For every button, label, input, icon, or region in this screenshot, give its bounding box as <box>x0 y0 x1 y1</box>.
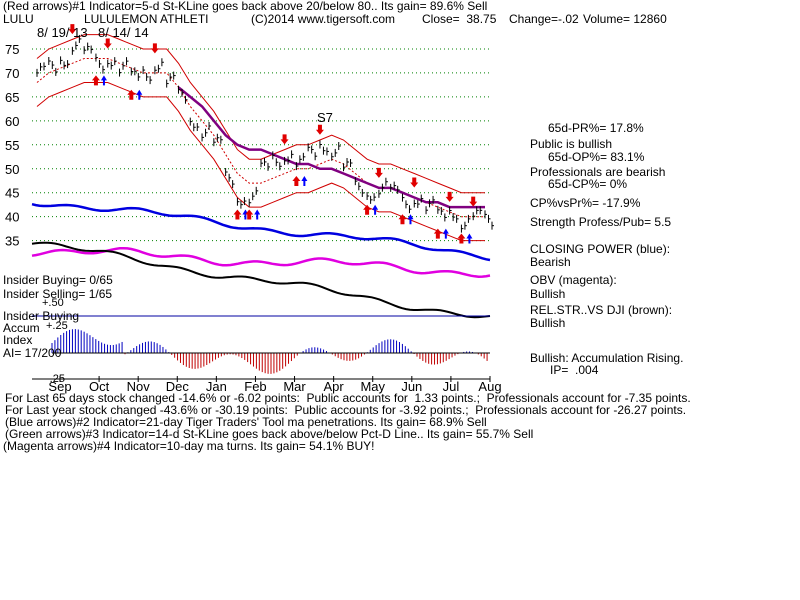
purple-ma-line <box>177 86 485 209</box>
blue-up-arrow <box>100 75 107 86</box>
price-series <box>36 34 494 233</box>
index-label: Index <box>3 333 33 347</box>
x-axis-labels: Sep Oct Nov Dec Jan Feb Mar Apr May Jun Jul Aug <box>32 376 502 394</box>
closing-power-line <box>31 202 491 262</box>
red-up-arrow <box>292 175 301 186</box>
red-down-arrow <box>374 167 383 178</box>
red-down-arrow <box>280 134 289 145</box>
price-grid <box>32 48 490 242</box>
peak-date-1: 8/ 19/ 13 <box>37 25 88 40</box>
x-tick-label: Apr <box>324 379 345 394</box>
header-indicator-line: (Red arrows)#1 Indicator=5-d St-KLine go… <box>3 0 488 13</box>
accum-plus50: +.50 <box>42 297 64 309</box>
x-tick-label: Dec <box>166 379 190 394</box>
x-tick-label: Oct <box>89 379 110 394</box>
footer-blue-arrows: (Blue arrows)#2 Indicator=21-day Tiger T… <box>5 415 487 429</box>
y-tick-label: 55 <box>5 138 19 153</box>
y-tick-label: 60 <box>5 114 19 129</box>
y-tick-label: 50 <box>5 162 19 177</box>
red-up-arrow <box>363 204 372 215</box>
red-down-arrow <box>150 43 159 54</box>
change-value: Change=-.02 <box>509 12 579 26</box>
y-tick-label: 40 <box>5 210 19 225</box>
y-axis-labels: 75 70 65 60 55 50 45 40 35 <box>5 42 19 249</box>
x-tick-label: Jul <box>443 379 460 394</box>
red-down-arrow <box>469 196 478 207</box>
red-up-arrow <box>91 75 100 86</box>
y-tick-label: 35 <box>5 234 19 249</box>
blue-up-arrow <box>442 228 449 239</box>
cp65: 65d-CP%= 0% <box>548 177 628 191</box>
footer-65day: For Last 65 days stock changed -14.6% or… <box>5 391 691 405</box>
public-bullish: Public is bullish <box>530 137 613 151</box>
volume-value: Volume= 12860 <box>583 12 667 26</box>
accumulation-status: Bullish: Accumulation Rising. <box>530 351 684 365</box>
blue-up-arrow <box>301 175 308 186</box>
close-value: Close= 38.75 <box>422 12 497 26</box>
relstr-value: Bullish <box>530 316 566 330</box>
blue-up-arrow <box>136 89 143 100</box>
peak-date-2: 8/ 14/ 14 <box>98 25 149 40</box>
closing-power-label: CLOSING POWER (blue): <box>530 242 671 256</box>
ai-value: AI= 17/200 <box>3 346 62 360</box>
accum-plus25: +.25 <box>46 320 68 332</box>
ip-value: IP= .004 <box>550 363 599 377</box>
accumulation-bars <box>51 329 490 374</box>
y-tick-label: 70 <box>5 66 19 81</box>
red-up-arrow <box>233 209 242 220</box>
insider-buying: Insider Buying= 0/65 <box>3 273 113 287</box>
cp-vs-pr: CP%vsPr%= -17.9% <box>530 196 641 210</box>
footer-magenta-arrows: (Magenta arrows)#4 Indicator=10-day ma t… <box>3 439 375 453</box>
s7-marker: S7 <box>317 110 333 125</box>
y-tick-label: 65 <box>5 90 19 105</box>
relstr-path <box>31 241 491 319</box>
red-up-arrow <box>398 214 407 225</box>
relstr-label: REL.STR..VS DJI (brown): <box>530 303 673 317</box>
red-up-arrow <box>433 228 442 239</box>
footer-green-arrows: (Green arrows)#3 Indicator=14-d St-KLine… <box>5 427 534 441</box>
blue-up-arrow <box>372 204 379 215</box>
blue-up-arrow <box>254 209 261 220</box>
y-tick-label: 75 <box>5 42 19 57</box>
x-tick-label: Jan <box>206 379 227 394</box>
strength-ratio: Strength Profess/Pub= 5.5 <box>530 215 672 229</box>
closing-power-value: Bearish <box>530 255 571 269</box>
red-up-arrow <box>127 89 136 100</box>
red-up-arrow <box>245 209 254 220</box>
blue-up-arrow <box>407 214 414 225</box>
y-tick-label: 45 <box>5 186 19 201</box>
x-tick-label: Feb <box>244 379 266 394</box>
insider-buying-2: Insider Buying <box>3 309 80 323</box>
site-credit: (C)2014 www.tigersoft.com <box>251 12 396 26</box>
relstr-line <box>31 241 491 319</box>
red-down-arrow <box>315 124 324 135</box>
pr65: 65d-PR%= 17.8% <box>548 121 644 135</box>
accum-label: Accum <box>3 321 40 335</box>
closing-power-path <box>31 202 491 262</box>
blue-up-arrow <box>466 233 473 244</box>
signal-arrows <box>68 24 478 244</box>
x-tick-label: Aug <box>478 379 501 394</box>
red-down-arrow <box>445 191 454 202</box>
accum-minus25: -.25 <box>46 373 65 385</box>
red-down-arrow <box>68 24 77 35</box>
red-down-arrow <box>410 177 419 188</box>
x-tick-label: Sep <box>48 379 71 394</box>
x-tick-label: Nov <box>127 379 151 394</box>
professionals-bearish: Professionals are bearish <box>530 165 666 179</box>
obv-label: OBV (magenta): <box>530 273 617 287</box>
x-tick-label: Jun <box>401 379 422 394</box>
insider-selling: Insider Selling= 1/65 <box>3 287 113 301</box>
company-name: LULULEMON ATHLETI <box>84 12 209 26</box>
x-tick-label: May <box>360 379 385 394</box>
ticker: LULU <box>3 12 34 26</box>
obv-value: Bullish <box>530 287 566 301</box>
op65: 65d-OP%= 83.1% <box>548 150 645 164</box>
red-up-arrow <box>457 233 466 244</box>
red-down-arrow <box>103 38 112 49</box>
x-tick-label: Mar <box>283 379 306 394</box>
footer-year: For Last year stock changed -43.6% or -3… <box>5 403 687 417</box>
